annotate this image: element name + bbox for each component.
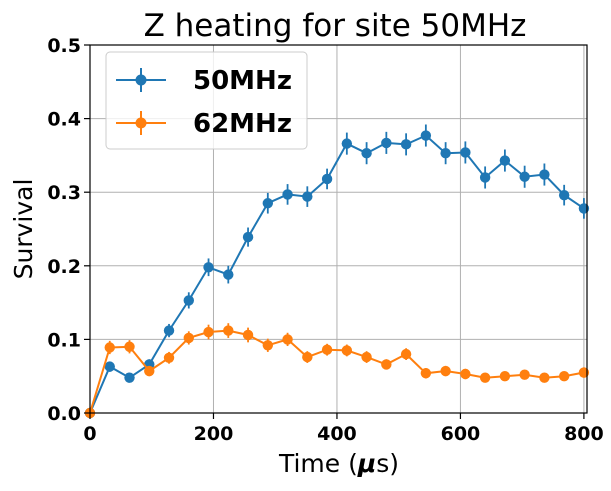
x-tick-label: 0 [83,423,96,445]
data-point-62mhz [400,348,412,360]
data-point-62mhz [321,344,333,355]
data-point-62mhz [519,369,530,380]
data-point-62mhz [539,372,550,383]
data-point-50mhz [302,191,313,202]
x-tick-label: 800 [564,423,604,445]
data-point-50mhz [460,147,471,158]
data-point-50mhz [558,189,570,201]
data-point-50mhz [242,231,254,243]
data-point-62mhz [163,352,175,363]
data-point-62mhz [124,341,135,352]
x-axis-label: Time (μs) [278,449,399,478]
data-point-62mhz [420,368,432,379]
data-point-62mhz [144,365,155,377]
data-point-50mhz [400,139,412,150]
data-point-50mhz [381,137,392,149]
legend: 50MHz 62MHz [105,51,308,150]
data-point-50mhz [124,372,135,383]
y-tick-label: 0.1 [47,329,81,351]
data-point-50mhz [479,172,491,183]
mu-symbol: μ [357,449,376,478]
data-point-62mhz [341,345,353,356]
data-point-62mhz [440,365,451,377]
x-tick-label: 200 [194,423,234,445]
y-tick-label: 0.0 [47,403,81,425]
data-point-62mhz [558,371,570,382]
y-tick-label: 0.2 [47,256,81,278]
data-point-62mhz [499,371,511,382]
data-point-62mhz [183,332,194,344]
data-point-62mhz [282,334,293,345]
series-62mhz [84,323,590,419]
legend-box [105,51,308,150]
x-tick-label: 600 [441,423,481,445]
data-point-62mhz [479,372,491,383]
data-point-50mhz [519,171,530,182]
data-point-50mhz [223,269,234,280]
y-tick-label: 0.4 [47,109,81,131]
data-point-50mhz [262,198,274,209]
plot-frame [89,44,588,414]
data-point-50mhz [282,189,293,200]
data-point-62mhz [302,351,313,363]
data-point-62mhz [262,340,274,351]
legend-label-50mhz: 50MHz [193,66,292,96]
data-point-62mhz [223,325,234,336]
data-point-50mhz [163,325,175,336]
data-point-62mhz [104,342,115,353]
legend-marker-62mhz [135,117,147,129]
data-point-50mhz [440,147,451,159]
data-point-50mhz [499,155,511,166]
data-point-50mhz [539,169,550,180]
data-point-50mhz [361,147,372,159]
legend-entry-62mhz: 62MHz [116,109,292,139]
legend-marker-50mhz [135,74,147,86]
data-point-62mhz [242,329,254,341]
data-point-62mhz [361,351,372,363]
data-point-50mhz [341,138,353,149]
data-point-62mhz [460,368,471,380]
data-point-50mhz [104,361,115,372]
axis-ticks: 0.0 0.1 0.2 0.3 0.4 0.5 0 200 400 600 800 [47,35,603,445]
legend-entry-50mhz: 50MHz [116,66,292,96]
legend-label-62mhz: 62MHz [193,109,292,139]
plot-data [84,124,590,419]
y-tick-label: 0.5 [47,35,81,57]
data-point-62mhz [203,326,214,338]
data-point-50mhz [321,173,333,185]
data-point-62mhz [381,359,392,370]
y-tick-label: 0.3 [47,182,81,204]
x-tick-label: 400 [317,423,357,445]
data-point-50mhz [203,262,214,273]
data-point-50mhz [183,295,194,306]
y-axis-label: Survival [9,179,38,280]
chart-title: Z heating for site 50MHz [144,8,527,44]
data-point-50mhz [420,130,432,141]
